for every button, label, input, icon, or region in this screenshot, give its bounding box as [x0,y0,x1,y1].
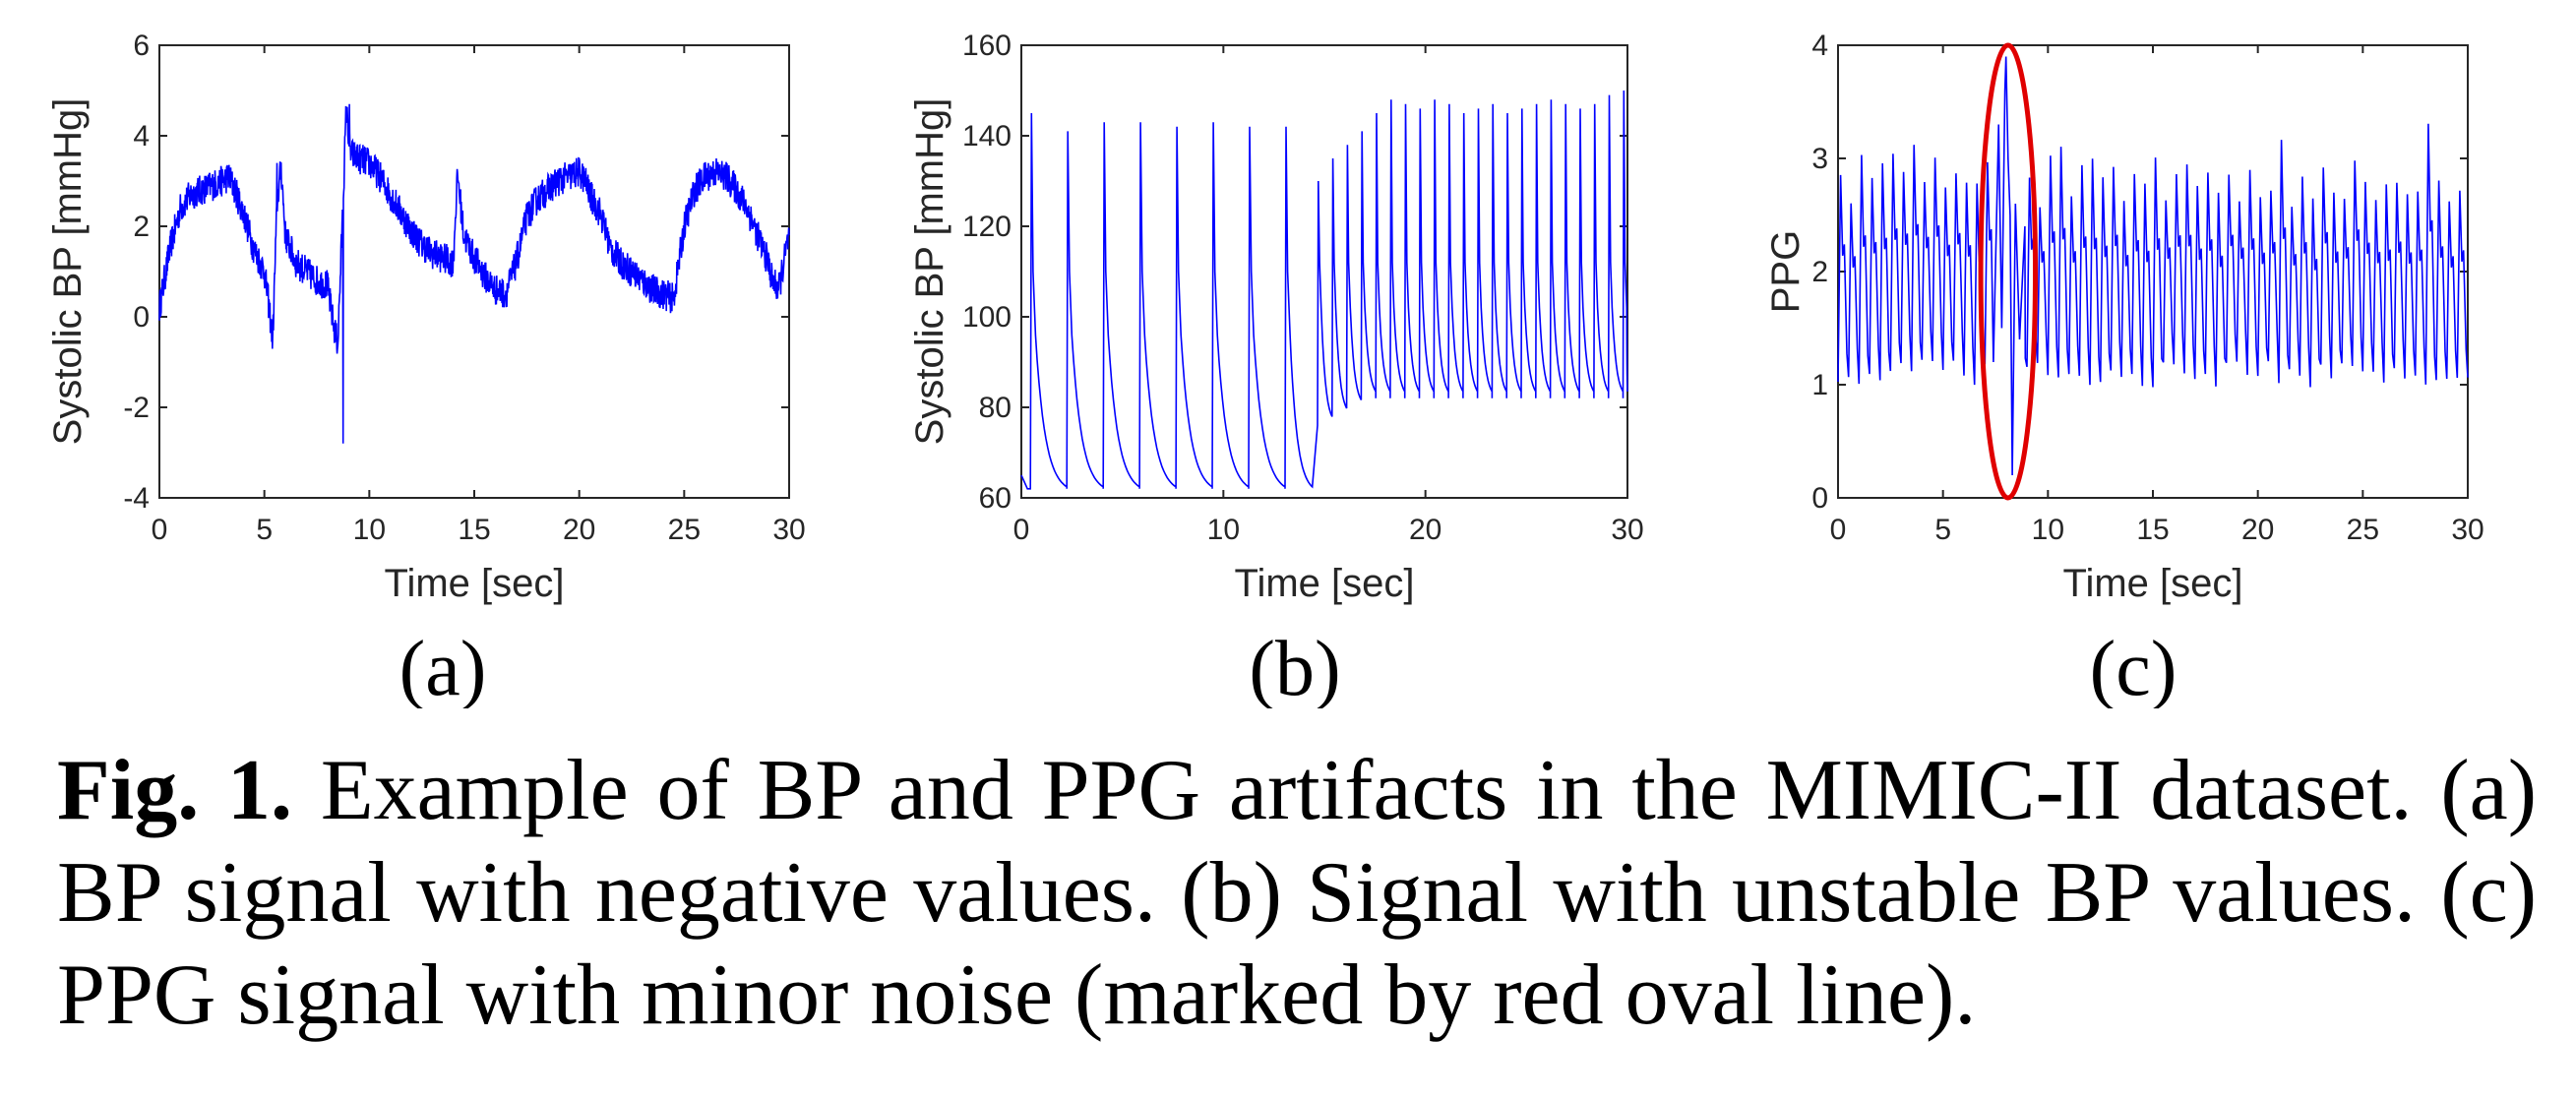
panel-a: 0 5 10 15 20 25 30 -4 -2 0 2 4 6 Time [sec] Systolic B… [46,30,806,708]
x-tick-label: 0 [1013,514,1030,546]
series-line-ppg [1837,56,2469,476]
y-axis-label: Systolic BP [mmHg] [908,98,951,446]
x-axis-label: Time [sec] [385,562,565,605]
y-tick-label: -4 [123,482,150,515]
plot-frame [1020,44,1628,499]
x-tick-label: 30 [1611,514,1643,546]
y-tick-label: 100 [962,301,1012,334]
x-tick-label: 0 [152,514,168,546]
x-tick-label: 15 [2136,514,2169,546]
y-axis-label: PPG [1764,230,1808,313]
series-line-bp-a [158,103,790,444]
x-tick-label: 0 [1830,514,1847,546]
series-line-bp-b [1020,90,1628,490]
plot-frame [1837,44,2469,499]
panel-label: (c) [2090,626,2177,708]
y-tick-label: 2 [133,211,150,243]
x-tick-label: 10 [2032,514,2064,546]
x-axis-label: Time [sec] [2063,562,2243,605]
y-tick-label: 4 [133,120,150,153]
y-tick-label: 1 [1811,369,1828,401]
y-tick-label: 4 [1811,30,1828,62]
caption-label: Fig. 1. [57,743,293,838]
y-tick-label: 6 [133,30,150,62]
panel-label: (b) [1249,626,1340,708]
caption-text: Example of BP and PPG artifacts in the M… [57,743,2538,1043]
y-tick-label: 60 [979,482,1012,515]
panel-c: 0 5 10 15 20 25 30 0 1 2 3 4 Time [sec] PPG (c) [1764,30,2484,708]
y-tick-label: 140 [962,120,1012,153]
x-tick-label: 25 [2347,514,2379,546]
x-tick-label: 5 [256,514,273,546]
y-tick-label: 80 [979,392,1012,424]
y-tick-label: 0 [133,301,150,334]
y-tick-label: 120 [962,211,1012,243]
panel-b: 0 10 20 30 60 80 100 120 140 160 Time [sec] Systoli… [908,30,1644,708]
x-tick-label: 30 [772,514,805,546]
x-tick-label: 20 [2241,514,2274,546]
y-tick-label: -2 [123,392,150,424]
x-tick-label: 15 [458,514,490,546]
x-tick-label: 20 [563,514,595,546]
artifact-oval-annotation [1978,42,2039,501]
y-tick-label: 3 [1811,143,1828,175]
y-tick-label: 2 [1811,256,1828,288]
x-tick-label: 10 [353,514,386,546]
y-tick-label: 160 [962,30,1012,62]
x-tick-label: 20 [1409,514,1441,546]
y-axis-label: Systolic BP [mmHg] [46,98,90,446]
figure-caption: Fig. 1. Example of BP and PPG artifacts … [57,740,2537,1047]
x-axis-label: Time [sec] [1235,562,1415,605]
panel-label: (a) [399,626,487,708]
x-tick-label: 5 [1934,514,1951,546]
y-tick-label: 0 [1811,482,1828,515]
x-tick-label: 25 [668,514,701,546]
x-tick-label: 30 [2451,514,2484,546]
x-tick-label: 10 [1207,514,1240,546]
